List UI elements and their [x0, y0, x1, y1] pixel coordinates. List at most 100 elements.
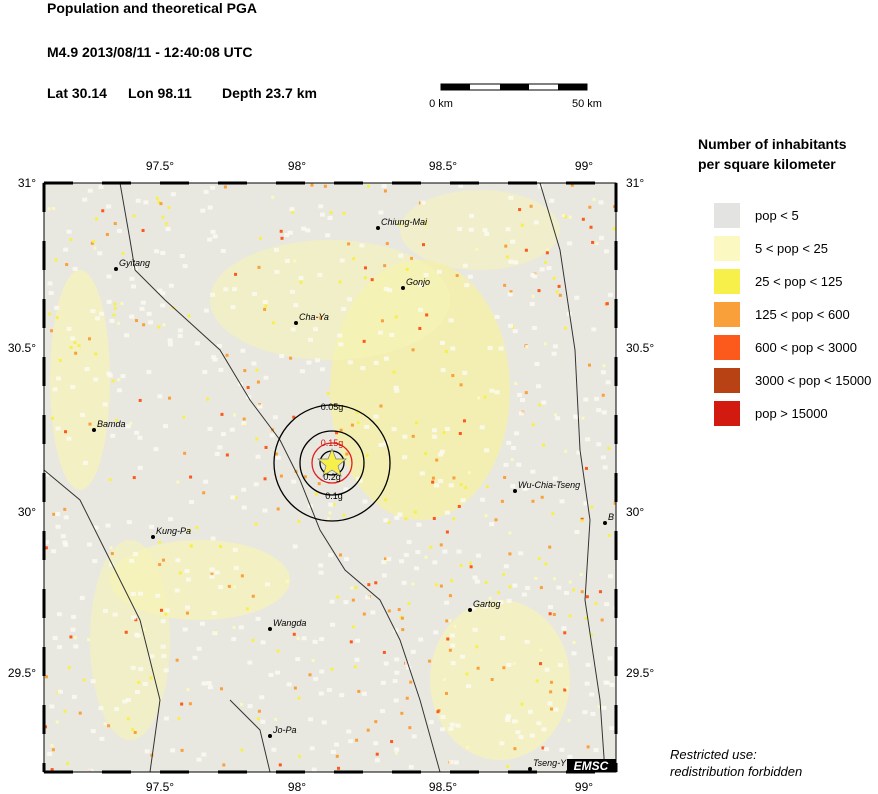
pop-cell — [223, 185, 227, 189]
pop-cell — [271, 195, 275, 199]
pop-cell — [378, 443, 384, 448]
legend-label: 5 < pop < 25 — [755, 241, 828, 256]
pop-cell — [480, 497, 486, 502]
pop-cell — [330, 749, 336, 754]
pop-cell — [272, 415, 278, 420]
pop-cell — [589, 692, 595, 697]
pop-cell — [87, 638, 91, 642]
pop-cell — [67, 666, 71, 670]
pop-cell — [209, 567, 215, 572]
pop-cell — [564, 590, 570, 595]
pop-cell — [524, 639, 530, 644]
pop-cell — [111, 379, 115, 383]
pop-cell — [203, 189, 209, 194]
pop-cell — [596, 442, 602, 447]
pop-cell — [90, 729, 96, 734]
pop-cell — [567, 719, 571, 723]
city-label: Wangda — [273, 618, 306, 628]
pop-cell — [514, 382, 518, 386]
lat-label: 31° — [626, 176, 644, 190]
pop-cell — [600, 618, 604, 622]
pop-cell — [251, 361, 257, 366]
pop-cell — [413, 510, 417, 514]
pop-cell — [450, 661, 456, 666]
city-label: Chiung-Mai — [381, 217, 428, 227]
badge: EMSC — [574, 759, 609, 773]
pop-cell — [144, 749, 150, 754]
pop-cell — [298, 275, 304, 280]
pop-cell — [88, 337, 92, 341]
pop-cell — [298, 754, 302, 758]
pop-cell — [343, 487, 349, 492]
pga-contours — [273, 404, 391, 522]
pop-cell — [563, 215, 567, 219]
pop-cell — [514, 431, 520, 436]
epicenter — [317, 448, 347, 477]
pop-cell — [210, 536, 216, 541]
pop-cell — [351, 598, 355, 602]
pop-cell — [71, 694, 77, 699]
pop-cell — [405, 696, 409, 700]
lon: Lon 98.11 — [128, 85, 192, 101]
pop-cell — [527, 709, 533, 714]
pop-cell — [346, 729, 352, 734]
pop-cell — [87, 542, 93, 547]
pop-cell — [428, 720, 434, 725]
pop-cell — [65, 263, 69, 267]
pop-cell — [500, 499, 504, 503]
pop-cell — [609, 726, 615, 731]
pop-cell — [57, 645, 63, 650]
pop-cell — [484, 231, 490, 236]
pop-cell — [373, 414, 379, 419]
pop-cell — [506, 662, 512, 667]
legend-label: 3000 < pop < 15000 — [755, 373, 871, 388]
pop-cell — [102, 402, 108, 407]
pop-cell — [609, 682, 615, 687]
pop-cell — [279, 229, 283, 233]
pop-cell — [108, 478, 112, 482]
pop-cell — [383, 264, 387, 268]
pop-cell — [439, 543, 443, 547]
pop-cell — [291, 479, 297, 484]
pop-cell — [225, 453, 229, 457]
lon-label: 99° — [575, 159, 593, 173]
pop-cell — [240, 702, 244, 706]
pop-cell — [106, 204, 112, 209]
pop-cell — [411, 582, 415, 586]
pop-cell — [161, 654, 167, 659]
pop-cell — [567, 241, 573, 246]
pop-cell — [374, 758, 380, 763]
pop-cell — [520, 702, 524, 706]
pop-cell — [182, 264, 188, 269]
pop-cell — [77, 344, 81, 348]
pop-cell — [207, 426, 213, 431]
pop-cell — [403, 552, 409, 557]
pop-cell — [78, 711, 82, 715]
pop-cell — [107, 373, 113, 378]
pop-cell — [257, 709, 261, 713]
city-label: Gyitang — [119, 258, 150, 268]
pop-cell — [605, 302, 609, 306]
pop-cell — [549, 707, 553, 711]
pop-cell — [203, 308, 209, 313]
pop-cell — [178, 571, 182, 575]
pop-cell — [167, 338, 173, 343]
pop-cell — [142, 682, 148, 687]
pop-cell — [287, 230, 293, 235]
pop-cell — [607, 533, 611, 537]
pop-cell — [539, 267, 545, 272]
pop-cell — [401, 580, 407, 585]
pop-cell — [98, 706, 104, 711]
pop-cell — [574, 295, 580, 300]
pop-cell — [363, 266, 367, 270]
pop-cell — [255, 368, 259, 372]
pop-cell — [70, 627, 76, 632]
pop-cell — [401, 628, 405, 632]
pop-cell — [308, 673, 312, 677]
pop-cell — [44, 725, 48, 729]
lon-label: 98° — [288, 780, 306, 794]
pop-cell — [312, 639, 318, 644]
pop-cell — [439, 340, 445, 345]
pop-cell — [595, 242, 599, 246]
pop-cell — [444, 427, 450, 432]
